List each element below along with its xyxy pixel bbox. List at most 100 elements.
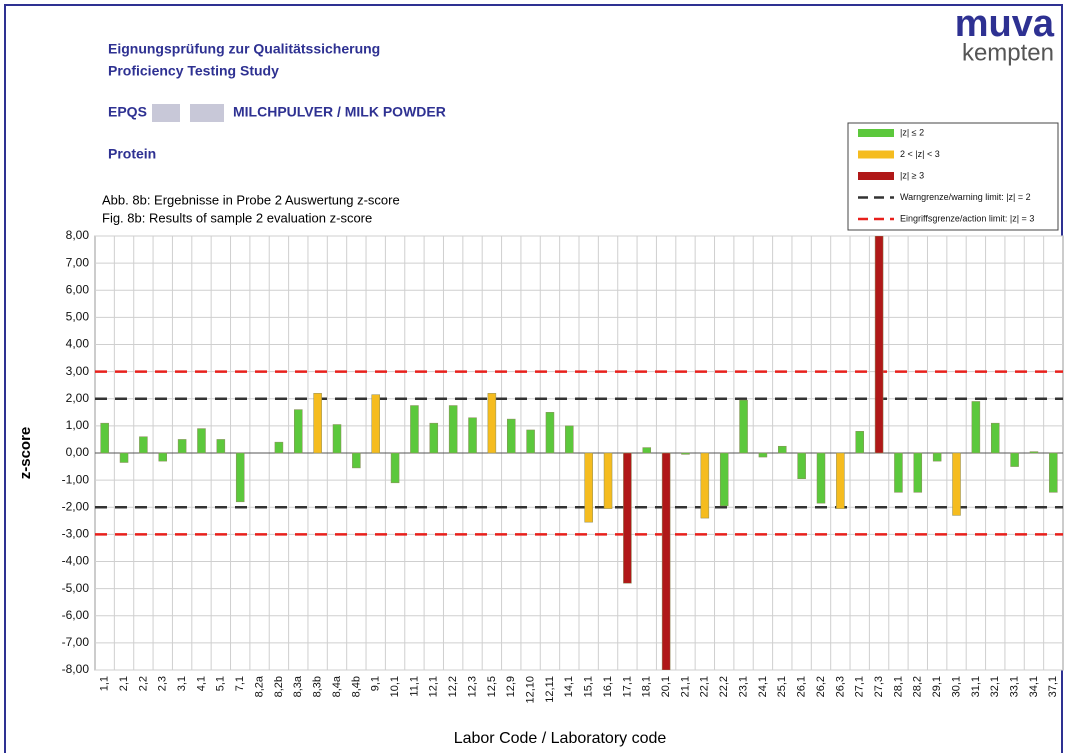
bar [700, 452, 710, 519]
bar [332, 424, 342, 454]
scheme: EPQS [108, 104, 147, 120]
x-tick-label: 9,1 [370, 676, 382, 691]
x-tick-label: 24,1 [757, 676, 769, 697]
x-tick-label: 1,1 [99, 676, 111, 691]
bar [990, 422, 1000, 454]
x-tick-label: 10,1 [389, 676, 401, 697]
x-tick-label: 28,2 [912, 676, 924, 697]
x-tick-label: 8,2b [273, 676, 285, 697]
bar [410, 405, 419, 454]
x-tick-label: 11,1 [408, 676, 420, 697]
x-tick-label: 2,3 [157, 676, 169, 691]
x-tick-label: 12,3 [466, 676, 478, 697]
y-tick-label: 0,00 [66, 445, 90, 459]
legend-swatch [858, 150, 894, 159]
x-axis-label: Labor Code / Laboratory code [454, 730, 667, 747]
bar [177, 439, 187, 454]
y-tick-label: -6,00 [62, 608, 90, 622]
bar [739, 399, 748, 454]
bar [390, 452, 400, 484]
x-tick-label: 26,3 [834, 676, 846, 697]
x-tick-label: 27,1 [854, 676, 866, 697]
x-tick-label: 21,1 [679, 676, 691, 697]
bar [816, 452, 826, 504]
legend-label: 2 < |z| < 3 [900, 149, 940, 159]
bar [197, 428, 206, 454]
x-tick-label: 18,1 [641, 676, 653, 697]
caption-en: Fig. 8b: Results of sample 2 evaluation … [102, 210, 372, 225]
redacted-box [152, 104, 180, 122]
bar [836, 452, 845, 509]
bar [603, 452, 613, 509]
bar [235, 452, 245, 503]
x-tick-label: 8,4b [350, 676, 362, 697]
bar [1049, 452, 1058, 493]
bar [894, 452, 903, 493]
y-tick-label: 8,00 [66, 228, 90, 242]
x-tick-label: 14,1 [563, 676, 575, 697]
x-tick-label: 12,9 [505, 676, 517, 697]
bar [274, 441, 284, 454]
bar [913, 452, 923, 493]
x-tick-label: 16,1 [602, 676, 614, 697]
bar [874, 236, 884, 454]
y-tick-label: -4,00 [62, 554, 90, 568]
title-en: Proficiency Testing Study [108, 63, 279, 79]
y-axis-label: z-score [17, 427, 34, 480]
x-tick-label: 7,1 [234, 676, 246, 691]
x-tick-label: 3,1 [176, 676, 188, 691]
x-tick-label: 8,4a [331, 675, 343, 697]
x-tick-label: 17,1 [621, 676, 633, 697]
x-tick-label: 25,1 [776, 676, 788, 697]
y-tick-label: 1,00 [66, 418, 90, 432]
bar [681, 452, 690, 455]
x-tick-label: 26,1 [796, 676, 808, 697]
x-tick-label: 12,10 [525, 676, 537, 704]
x-tick-label: 30,1 [950, 676, 962, 697]
x-tick-label: 12,11 [544, 676, 556, 703]
x-tick-label: 20,1 [660, 676, 672, 697]
bar [932, 452, 942, 462]
bar [429, 422, 439, 454]
x-tick-label: 4,1 [195, 676, 207, 691]
x-tick-label: 12,1 [428, 676, 440, 697]
bar [216, 439, 226, 454]
bar [139, 436, 148, 454]
title-de: Eignungsprüfung zur Qualitätssicherung [108, 41, 380, 57]
x-tick-label: 29,1 [931, 676, 943, 697]
x-tick-label: 5,1 [215, 676, 227, 691]
x-tick-label: 2,1 [118, 676, 130, 691]
y-tick-label: 4,00 [66, 337, 90, 351]
bar [778, 445, 787, 454]
legend-label: |z| ≥ 3 [900, 170, 924, 180]
y-tick-label: 5,00 [66, 310, 90, 324]
x-tick-label: 23,1 [737, 676, 749, 697]
bar [100, 422, 109, 454]
bars [100, 236, 1058, 670]
redacted-box [190, 104, 224, 122]
x-tick-label: 37,1 [1047, 676, 1059, 697]
x-tick-label: 8,3a [292, 675, 304, 697]
x-tick-label: 26,2 [815, 676, 827, 697]
bar [584, 452, 593, 523]
bar [758, 452, 768, 458]
bar [448, 405, 458, 454]
y-tick-label: 6,00 [66, 282, 90, 296]
y-tick-label: -2,00 [62, 499, 90, 513]
bar [352, 452, 361, 469]
bar [294, 409, 303, 454]
bar [1029, 451, 1039, 454]
bar [719, 452, 729, 507]
bar [623, 452, 632, 584]
x-tick-label: 31,1 [970, 676, 982, 697]
bar [371, 394, 380, 454]
bar [119, 452, 129, 463]
x-tick-label: 34,1 [1028, 676, 1040, 697]
product: MILCHPULVER / MILK POWDER [233, 104, 446, 120]
y-tick-label: -1,00 [62, 472, 90, 486]
bar [855, 431, 864, 454]
x-tick-label: 2,2 [137, 676, 149, 691]
logo-top: muva [955, 3, 1055, 45]
parameter: Protein [108, 146, 156, 162]
legend-label: Warngrenze/warning limit: |z| = 2 [900, 192, 1031, 202]
